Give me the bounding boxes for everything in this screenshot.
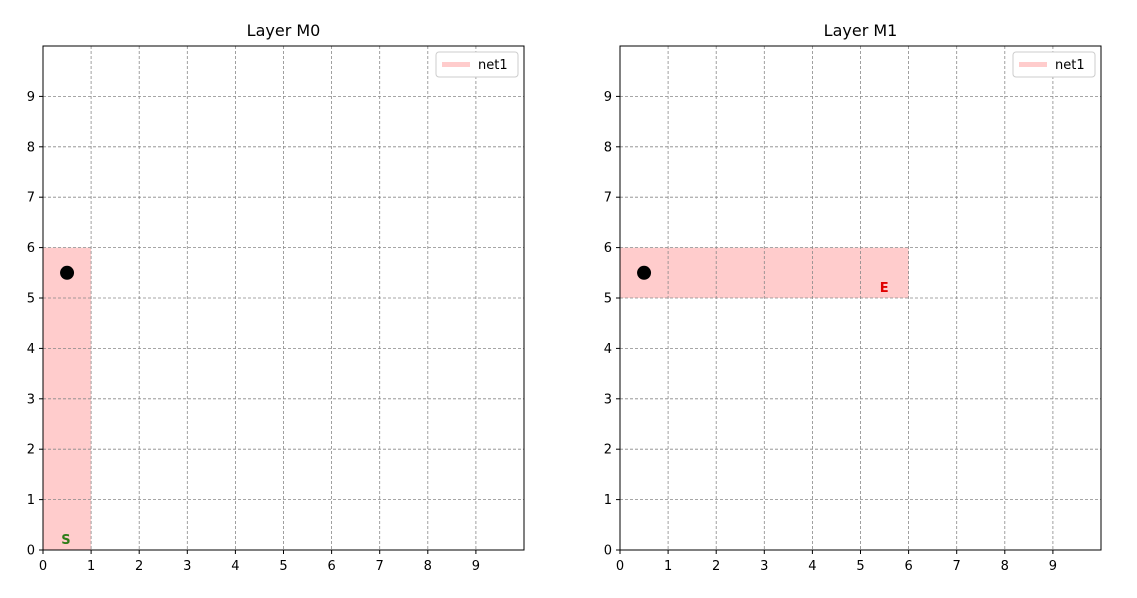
y-tick-label: 9 — [604, 90, 612, 105]
x-tick-label: 4 — [808, 559, 816, 574]
y-tick-label: 4 — [27, 342, 35, 357]
y-tick-label: 1 — [604, 493, 612, 508]
x-tick-label: 9 — [1049, 559, 1057, 574]
y-tick-label: 3 — [604, 392, 612, 407]
chart-title: Layer M1 — [824, 21, 898, 40]
x-tick-label: 3 — [760, 559, 768, 574]
y-tick-label: 2 — [27, 443, 35, 458]
x-tick-label: 8 — [1001, 559, 1009, 574]
y-tick-label: 2 — [604, 443, 612, 458]
y-tick-label: 8 — [27, 140, 35, 155]
x-tick-label: 4 — [231, 559, 239, 574]
panel-layer-m1: Layer M1 E 0 1 2 3 4 5 6 7 8 9 0 1 2 3 4 5 6 7 8 9 net1 — [604, 21, 1102, 574]
legend: net1 — [435, 51, 519, 78]
legend-label: net1 — [478, 58, 508, 73]
y-tick-label: 7 — [27, 191, 35, 206]
x-tick-label: 0 — [616, 559, 624, 574]
x-tick-label: 7 — [376, 559, 384, 574]
marker-label: E — [880, 281, 889, 296]
y-tick-label: 6 — [604, 241, 612, 256]
x-tick-label: 2 — [135, 559, 143, 574]
y-tick-label: 9 — [27, 90, 35, 105]
y-tick-label: 3 — [27, 392, 35, 407]
y-tick-label: 1 — [27, 493, 35, 508]
x-tick-label: 1 — [664, 559, 672, 574]
y-tick-label: 5 — [604, 292, 612, 307]
legend-box — [435, 51, 519, 78]
y-tick-label: 8 — [604, 140, 612, 155]
x-tick-label: 9 — [472, 559, 480, 574]
x-tick-label: 6 — [904, 559, 912, 574]
legend: net1 — [1012, 51, 1096, 78]
pin-point — [60, 265, 75, 280]
y-tick-label: 0 — [604, 544, 612, 559]
x-tick-label: 0 — [39, 559, 47, 574]
pin-point — [637, 265, 652, 280]
x-tick-label: 5 — [856, 559, 864, 574]
chart-title: Layer M0 — [247, 21, 321, 40]
x-tick-label: 7 — [953, 559, 961, 574]
x-tick-label: 8 — [424, 559, 432, 574]
x-tick-label: 3 — [183, 559, 191, 574]
y-tick-label: 7 — [604, 191, 612, 206]
x-tick-label: 1 — [87, 559, 95, 574]
y-tick-label: 5 — [27, 292, 35, 307]
y-tick-label: 0 — [27, 544, 35, 559]
marker-label: S — [61, 533, 70, 548]
legend-label: net1 — [1055, 58, 1085, 73]
y-tick-label: 4 — [604, 342, 612, 357]
y-tick-label: 6 — [27, 241, 35, 256]
x-tick-label: 2 — [712, 559, 720, 574]
x-tick-label: 6 — [327, 559, 335, 574]
legend-box — [1012, 51, 1096, 78]
x-tick-label: 5 — [279, 559, 287, 574]
